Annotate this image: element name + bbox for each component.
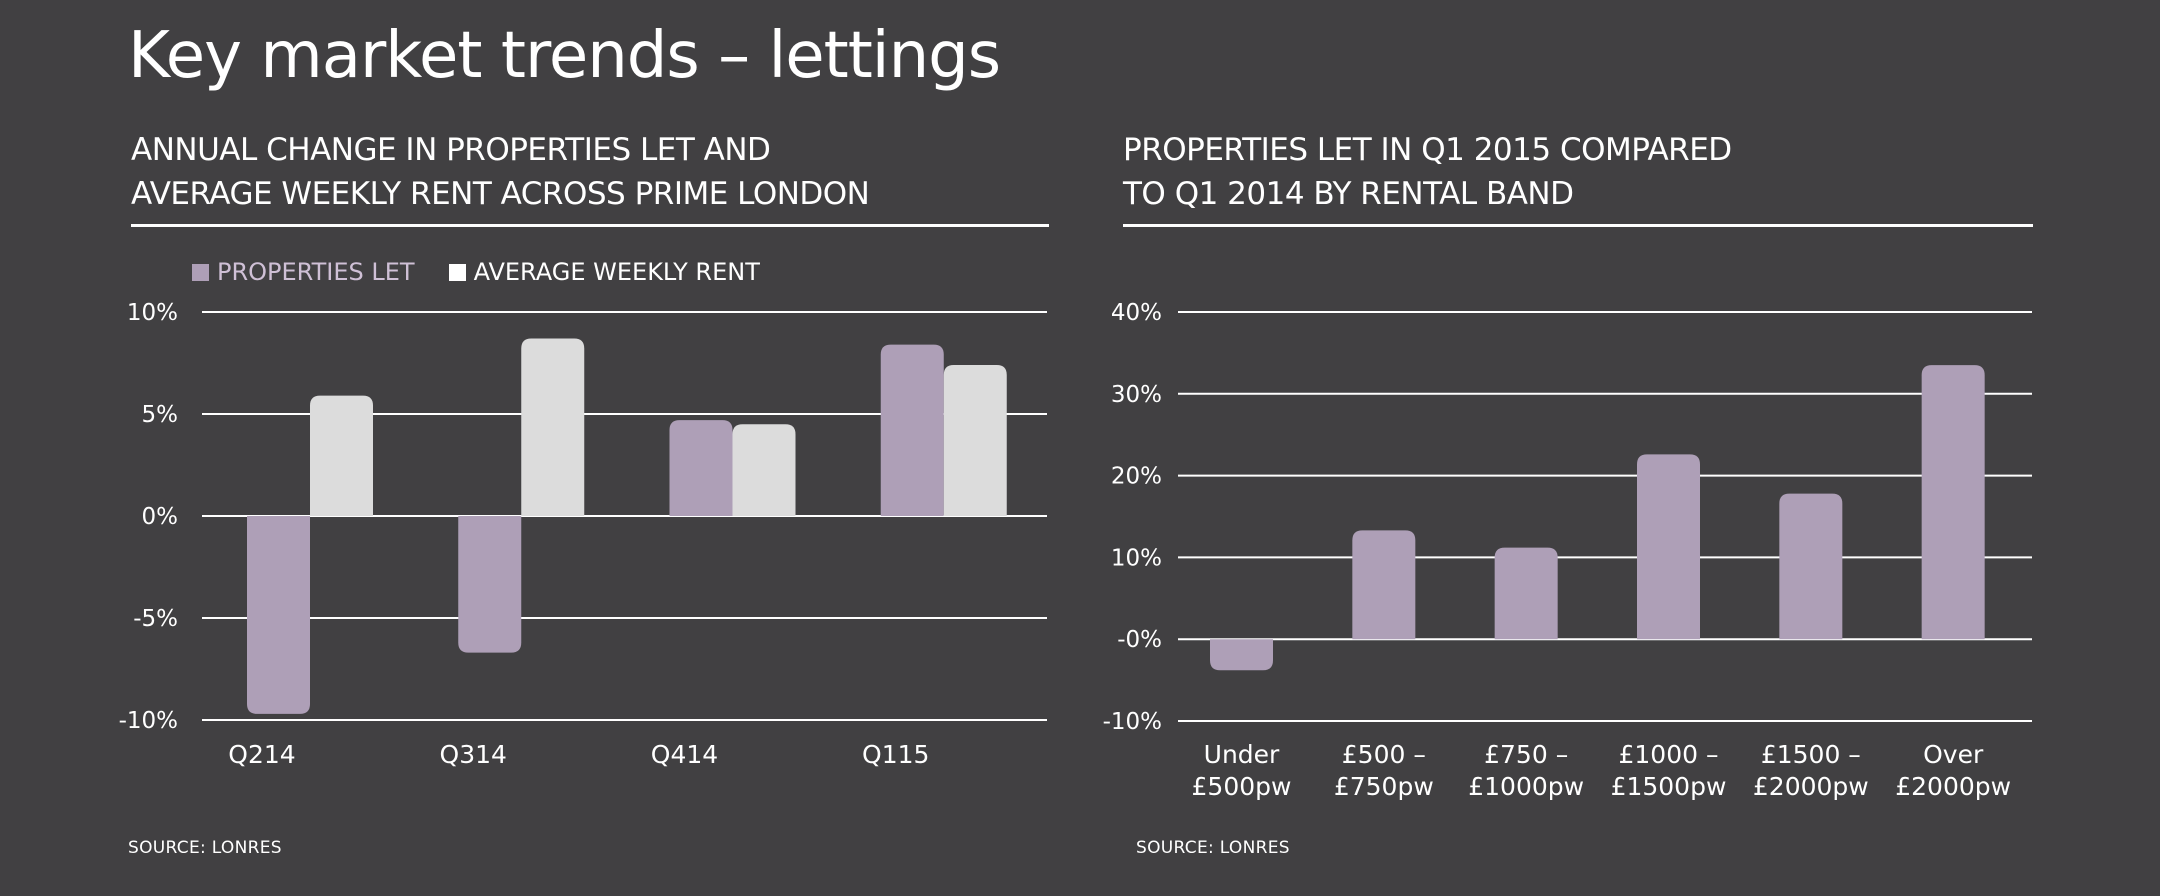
y-tick-label: -10% (119, 708, 178, 734)
x-tick-label: £1500 – (1761, 740, 1861, 769)
right-heading-line-1: PROPERTIES LET IN Q1 2015 COMPARED (1123, 132, 1732, 168)
bar-properties-let (880, 344, 944, 516)
x-tick-label: Under (1204, 740, 1280, 769)
bar-average-weekly-rent (732, 424, 796, 516)
x-tick-label: Q414 (651, 740, 718, 769)
x-tick-label: £1500pw (1611, 772, 1727, 801)
y-tick-label: -0% (1117, 627, 1162, 653)
bar-properties-let (1210, 639, 1273, 671)
x-tick-label: £750pw (1334, 772, 1434, 801)
x-tick-label: Over (1923, 740, 1984, 769)
legend-item-average-weekly-rent: AVERAGE WEEKLY RENT (448, 258, 760, 286)
y-tick-label: 20% (1111, 464, 1162, 490)
page-title: Key market trends – lettings (128, 19, 1001, 93)
chart-legend: PROPERTIES LET AVERAGE WEEKLY RENT (192, 256, 794, 288)
x-tick-label: £1000pw (1468, 772, 1584, 801)
legend-item-properties-let: PROPERTIES LET (192, 258, 415, 286)
bar-properties-let (1352, 530, 1416, 640)
bar-average-weekly-rent (521, 338, 585, 516)
right-source: SOURCE: LONRES (1136, 838, 1290, 858)
x-tick-label: £2000pw (1895, 772, 2011, 801)
y-tick-label: 10% (127, 300, 178, 326)
legend-label-properties-let: PROPERTIES LET (217, 258, 415, 286)
y-tick-label: 0% (142, 504, 179, 530)
y-tick-label: 30% (1111, 382, 1162, 408)
bar-properties-let (1637, 454, 1700, 640)
y-tick-label: 40% (1111, 300, 1162, 326)
y-tick-label: -10% (1103, 709, 1162, 735)
x-tick-label: £2000pw (1753, 772, 1869, 801)
x-tick-label: £500 – (1342, 740, 1426, 769)
bar-properties-let (1494, 547, 1558, 640)
bar-properties-let (669, 420, 733, 516)
left-heading-line-1: ANNUAL CHANGE IN PROPERTIES LET AND (131, 132, 771, 168)
right-chart-heading: PROPERTIES LET IN Q1 2015 COMPARED TO Q1… (1123, 128, 2043, 216)
x-tick-label: Q115 (862, 740, 929, 769)
bar-average-weekly-rent (943, 365, 1007, 516)
left-heading-rule (131, 224, 1049, 227)
bar-average-weekly-rent (310, 395, 373, 516)
legend-swatch-properties-let (192, 263, 209, 281)
left-heading-line-2: AVERAGE WEEKLY RENT ACROSS PRIME LONDON (131, 176, 870, 212)
bar-properties-let (1779, 493, 1843, 640)
legend-label-average-weekly-rent: AVERAGE WEEKLY RENT (473, 258, 760, 286)
legend-swatch-average-weekly-rent (448, 263, 466, 281)
x-tick-label: £500pw (1192, 772, 1292, 801)
x-tick-label: £750 – (1484, 740, 1568, 769)
right-heading-rule (1123, 224, 2033, 227)
x-tick-label: £1000 – (1619, 740, 1719, 769)
bar-properties-let (247, 516, 310, 714)
x-tick-label: Q214 (228, 740, 295, 769)
bar-properties-let (458, 516, 522, 653)
x-tick-label: Q314 (440, 740, 507, 769)
y-tick-label: 10% (1111, 545, 1162, 571)
bar-properties-let (1921, 365, 1985, 640)
y-tick-label: -5% (133, 606, 178, 632)
left-source: SOURCE: LONRES (128, 838, 282, 858)
y-tick-label: 5% (142, 402, 179, 428)
left-chart-heading: ANNUAL CHANGE IN PROPERTIES LET AND AVER… (131, 128, 1051, 216)
right-heading-line-2: TO Q1 2014 BY RENTAL BAND (1123, 176, 1574, 212)
